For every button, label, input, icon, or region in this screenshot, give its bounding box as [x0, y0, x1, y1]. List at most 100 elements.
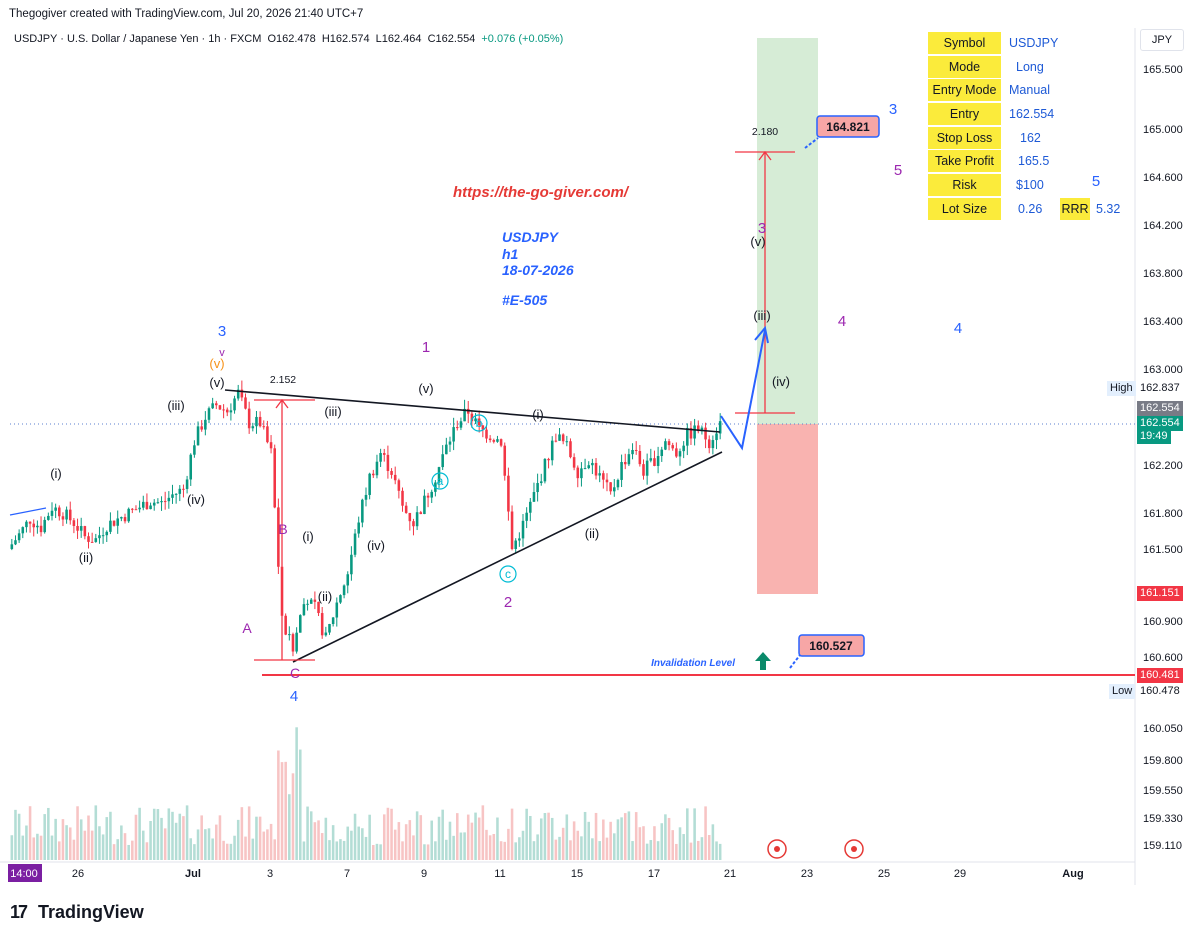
- volume-bar: [696, 840, 700, 860]
- volume-bar: [375, 843, 379, 860]
- volume-bar: [507, 828, 510, 860]
- candle-body: [269, 442, 273, 449]
- wave-label: (v): [750, 234, 765, 249]
- volume-bar: [543, 813, 547, 860]
- volume-bar: [456, 813, 459, 860]
- candle-body: [160, 501, 163, 503]
- candle-body: [686, 427, 689, 446]
- candle-body: [485, 429, 488, 439]
- time-tick-label: 11: [494, 868, 505, 880]
- candle-body: [456, 427, 459, 429]
- volume-bar: [350, 830, 353, 860]
- wave-label: (iv): [367, 538, 385, 553]
- candle-body: [554, 440, 558, 442]
- info-label: Entry: [928, 103, 1001, 125]
- volume-bar: [529, 815, 532, 860]
- candle-body: [463, 408, 466, 422]
- candle-body: [437, 467, 441, 483]
- candle-body: [645, 460, 649, 476]
- low-tag-label: Low: [1109, 684, 1136, 699]
- candle-body: [707, 439, 711, 449]
- volume-bar: [302, 841, 306, 860]
- info-label: Take Profit: [928, 150, 1001, 172]
- volume-bar: [58, 841, 61, 860]
- volume-bar: [10, 835, 14, 860]
- wave-label: A: [242, 620, 252, 636]
- volume-bar: [645, 843, 649, 860]
- volume-bar: [211, 838, 214, 860]
- candle-body: [127, 508, 130, 522]
- info-label: Stop Loss: [928, 127, 1001, 149]
- candle-body: [36, 525, 39, 528]
- candle-body: [134, 509, 138, 511]
- volume-bar: [536, 834, 539, 860]
- volume-bar: [269, 823, 273, 860]
- inval-callout-connector: [789, 654, 801, 669]
- candle-body: [412, 521, 415, 527]
- wave-label: (ii): [318, 589, 332, 604]
- wave-label: b: [476, 416, 483, 430]
- info-value: Long: [1016, 60, 1044, 74]
- candle-body: [536, 483, 539, 493]
- candle-body: [583, 468, 587, 470]
- time-tick-label: 3: [267, 868, 273, 880]
- candle-body: [266, 426, 269, 443]
- candle-body: [14, 540, 17, 545]
- volume-bar: [689, 842, 693, 860]
- candle-body: [174, 493, 178, 495]
- volume-bar: [499, 841, 503, 860]
- volume-bar: [572, 821, 576, 860]
- volume-bar: [587, 821, 591, 860]
- candle-body: [317, 601, 320, 614]
- price-axis[interactable]: 165.500 165.000 164.600 164.200 163.800 163.4…: [1143, 64, 1183, 852]
- candle-body: [565, 441, 569, 443]
- candle-body: [372, 473, 375, 476]
- inval-callout-box: [798, 634, 865, 657]
- volume-bar: [79, 819, 83, 860]
- volume-bar: [222, 840, 225, 860]
- volume-bar: [251, 838, 255, 860]
- volume-bar: [430, 820, 434, 860]
- volume-bar: [474, 812, 477, 860]
- event-icon[interactable]: [767, 839, 787, 859]
- event-icon[interactable]: [844, 839, 864, 859]
- volume-bar: [718, 843, 722, 860]
- volume-bar: [54, 818, 57, 860]
- volume-bar: [364, 836, 368, 860]
- candle-body: [386, 454, 390, 471]
- candle-body: [671, 445, 674, 449]
- time-tick-label: 9: [421, 868, 427, 880]
- price-tick-label: 159.110: [1143, 840, 1182, 852]
- high-tag-label: High: [1107, 381, 1136, 396]
- currency-button[interactable]: JPY: [1140, 29, 1184, 51]
- volume-bar: [120, 825, 123, 860]
- volume-bar: [207, 828, 211, 860]
- candle-body: [328, 624, 331, 633]
- candle-body: [390, 470, 393, 475]
- price-tick-label: 165.000: [1143, 124, 1183, 136]
- volume-bar: [649, 840, 653, 860]
- volume-bar: [196, 829, 200, 860]
- volume-bar: [171, 811, 174, 860]
- candle-body: [605, 479, 609, 483]
- candle-body: [539, 481, 543, 484]
- volume-bar: [675, 843, 678, 860]
- candle-body: [295, 632, 298, 652]
- wave-label: v: [219, 347, 225, 359]
- volume-bar: [174, 822, 178, 860]
- time-axis[interactable]: 14:00 26 Jul 3 7 9 11 15 17 21 23 25 29 Aug: [8, 864, 1084, 882]
- info-value: 162.554: [1009, 107, 1055, 121]
- candle-body: [532, 492, 536, 502]
- candle-body: [576, 467, 580, 479]
- candle-body: [255, 416, 258, 427]
- candle-body: [693, 425, 696, 439]
- volume-bar: [262, 831, 266, 860]
- measure-right-label: 2.180: [752, 126, 778, 138]
- volume-bar: [653, 826, 656, 860]
- price-tick-label: 165.500: [1143, 64, 1183, 76]
- candle-body: [580, 468, 583, 479]
- volume-bar: [284, 761, 287, 860]
- candle-body: [656, 455, 660, 466]
- candle-body: [594, 462, 598, 476]
